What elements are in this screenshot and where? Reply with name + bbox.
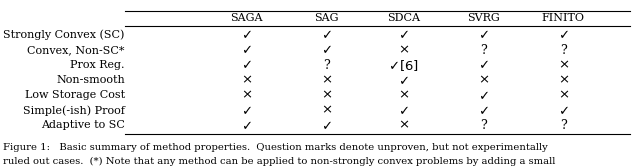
Text: $\checkmark$: $\checkmark$	[241, 59, 252, 72]
Text: Prox Reg.: Prox Reg.	[70, 60, 125, 70]
Text: $\checkmark$: $\checkmark$	[478, 59, 488, 72]
Text: $\times$: $\times$	[321, 89, 332, 102]
Text: $\checkmark$: $\checkmark$	[321, 29, 332, 42]
Text: $\checkmark$: $\checkmark$	[241, 29, 252, 42]
Text: $\times$: $\times$	[241, 74, 252, 87]
Text: $\times$: $\times$	[241, 89, 252, 102]
Text: Low Storage Cost: Low Storage Cost	[25, 90, 125, 100]
Text: $\checkmark$: $\checkmark$	[398, 104, 408, 117]
Text: $\times$: $\times$	[397, 119, 409, 132]
Text: ?: ?	[560, 119, 566, 132]
Text: $\checkmark$: $\checkmark$	[558, 104, 568, 117]
Text: SVRG: SVRG	[467, 13, 500, 23]
Text: $\times$: $\times$	[321, 104, 332, 117]
Text: ?: ?	[480, 119, 486, 132]
Text: Convex, Non-SC*: Convex, Non-SC*	[28, 45, 125, 55]
Text: $\checkmark$: $\checkmark$	[398, 29, 408, 42]
Text: $\checkmark$: $\checkmark$	[241, 104, 252, 117]
Text: Non-smooth: Non-smooth	[56, 75, 125, 85]
Text: $\times$: $\times$	[557, 59, 569, 72]
Text: $\times$: $\times$	[557, 74, 569, 87]
Text: $\times$: $\times$	[557, 89, 569, 102]
Text: $\times$: $\times$	[321, 74, 332, 87]
Text: $\checkmark$: $\checkmark$	[241, 44, 252, 57]
Text: Adaptive to SC: Adaptive to SC	[41, 120, 125, 130]
Text: $\checkmark$: $\checkmark$	[398, 74, 408, 87]
Text: $\checkmark$: $\checkmark$	[478, 89, 488, 102]
Text: ?: ?	[480, 44, 486, 57]
Text: SDCA: SDCA	[387, 13, 420, 23]
Text: $\checkmark$[6]: $\checkmark$[6]	[388, 58, 419, 73]
Text: $\checkmark$: $\checkmark$	[321, 44, 332, 57]
Text: $\times$: $\times$	[477, 74, 489, 87]
Text: $\checkmark$: $\checkmark$	[478, 29, 488, 42]
Text: $\checkmark$: $\checkmark$	[241, 119, 252, 132]
Text: SAGA: SAGA	[230, 13, 262, 23]
Text: Strongly Convex (SC): Strongly Convex (SC)	[3, 30, 125, 40]
Text: ?: ?	[323, 59, 330, 72]
Text: $\checkmark$: $\checkmark$	[478, 104, 488, 117]
Text: $\checkmark$: $\checkmark$	[321, 119, 332, 132]
Text: Figure 1:   Basic summary of method properties.  Question marks denote unproven,: Figure 1: Basic summary of method proper…	[3, 143, 548, 152]
Text: $\times$: $\times$	[397, 44, 409, 57]
Text: $\times$: $\times$	[397, 89, 409, 102]
Text: SAG: SAG	[314, 13, 339, 23]
Text: FINITO: FINITO	[541, 13, 585, 23]
Text: ruled out cases.  (*) Note that any method can be applied to non-strongly convex: ruled out cases. (*) Note that any metho…	[3, 157, 556, 166]
Text: $\checkmark$: $\checkmark$	[558, 29, 568, 42]
Text: ?: ?	[560, 44, 566, 57]
Text: Simple(-ish) Proof: Simple(-ish) Proof	[23, 105, 125, 116]
